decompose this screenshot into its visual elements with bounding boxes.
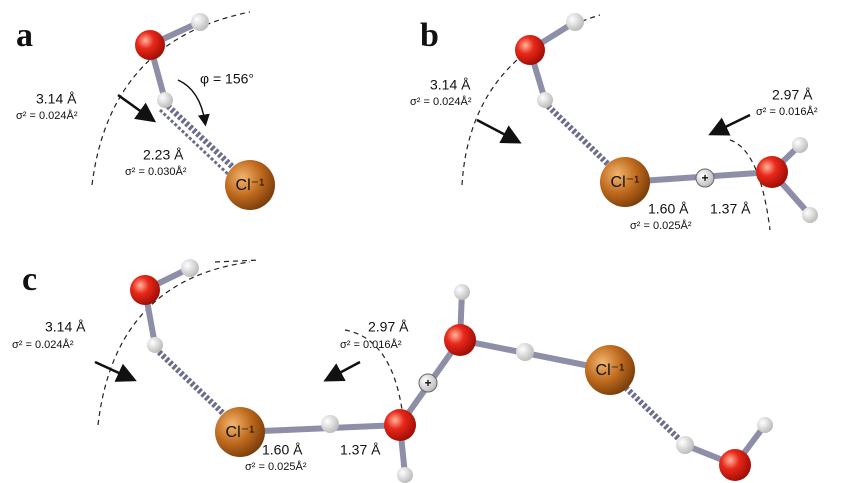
sigma: σ² = 0.030Å² (125, 165, 187, 178)
panel-label: b (420, 17, 439, 54)
distance: 1.37 Å (340, 442, 381, 458)
ion: Cl⁻¹ (611, 174, 640, 191)
sigma: σ² = 0.025Å² (245, 460, 307, 473)
sigma: σ² = 0.025Å² (630, 219, 692, 232)
figure: a 3.14 Å σ² = 0.024Å² φ = 156° 2.23 Å σ²… (0, 0, 846, 483)
distance: 1.60 Å (648, 201, 689, 217)
ion: Cl⁻¹ (236, 177, 265, 194)
distance: 2.97 Å (772, 87, 813, 103)
distance: 2.97 Å (368, 319, 409, 335)
sigma: σ² = 0.024Å² (16, 109, 78, 122)
ion: Cl⁻¹ (596, 362, 625, 379)
distance: 3.14 Å (45, 319, 86, 335)
angle: φ = 156° (200, 71, 254, 87)
panel-label: c (22, 261, 37, 298)
sigma: σ² = 0.016Å² (756, 105, 818, 118)
ion: Cl⁻¹ (226, 424, 255, 441)
sigma: σ² = 0.024Å² (12, 338, 74, 351)
distance: 3.14 Å (430, 77, 471, 93)
distance: 2.23 Å (143, 147, 184, 163)
panel-label: a (16, 17, 33, 54)
sigma: σ² = 0.016Å² (340, 338, 402, 351)
charge: + (424, 376, 431, 390)
distance: 1.37 Å (710, 201, 751, 217)
distance: 1.60 Å (262, 442, 303, 458)
charge: + (701, 171, 708, 185)
distance: 3.14 Å (36, 91, 77, 107)
sigma: σ² = 0.024Å² (410, 95, 472, 108)
